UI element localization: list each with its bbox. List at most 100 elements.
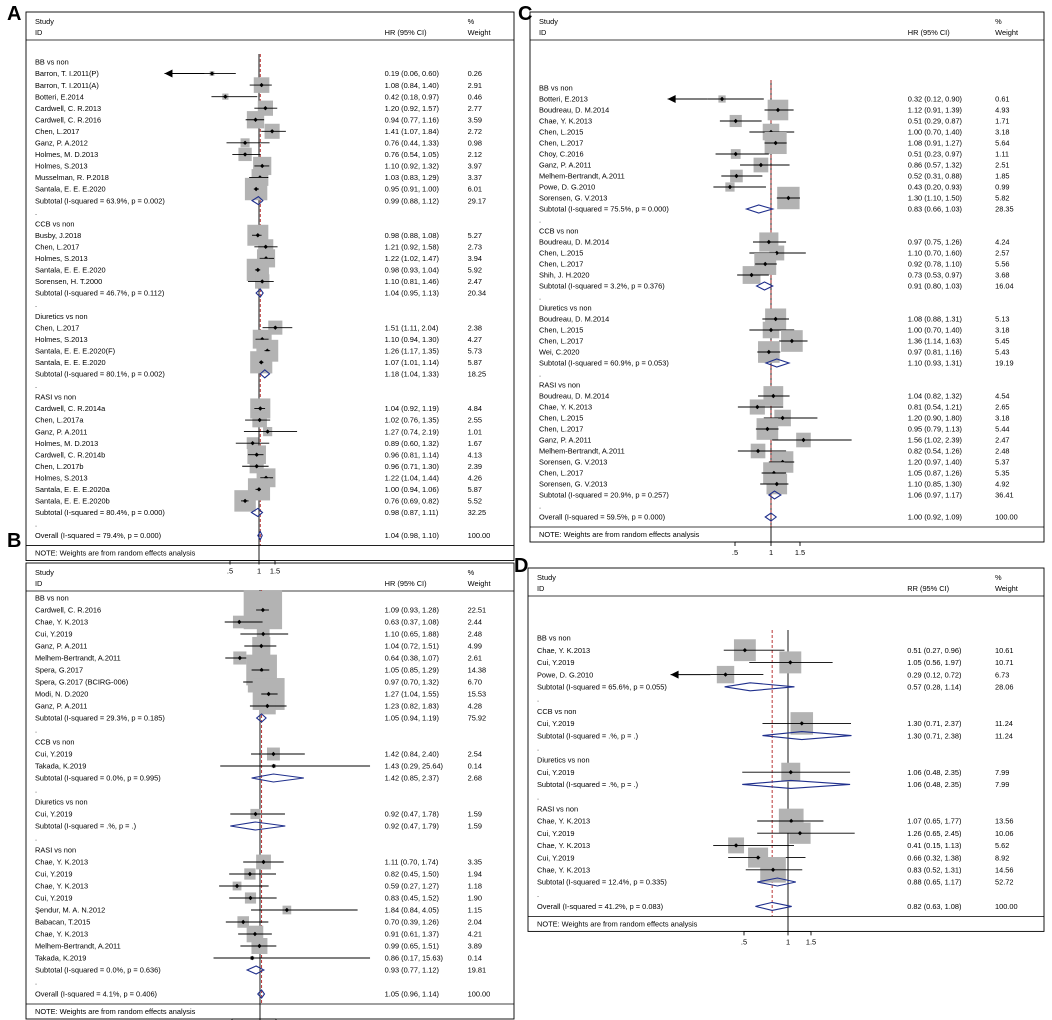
panel-a-study-effect: 0.98 (0.88, 1.08) [385,231,439,240]
panel-a-study-label: Cardwell, C. R.2013 [35,104,101,113]
panel-d-study-label: Cui, Y.2019 [537,853,575,862]
panel-b-point-estimate [271,751,276,757]
panel-d-ci-arrow-head [670,670,679,679]
panel-d-study-label: Cui, Y.2019 [537,768,575,777]
panel-d-header-weight: Weight [995,584,1018,593]
panel-d-spacer-dot: . [537,695,539,704]
panel-a-study-effect: 1.22 (1.04, 1.44) [385,473,439,482]
panel-b-study-label: Melhem-Bertrandt, A.2011 [35,942,121,951]
panel-d-study-weight: 10.71 [995,658,1014,667]
panel-b-study-weight: 2.54 [468,750,482,759]
panel-a-study-label: Santala, E. E. E.2020 [35,358,106,367]
panel-d-point-estimate [789,818,794,824]
panel-b-study-weight: 2.04 [468,918,482,927]
panel-c-study-weight: 2.51 [995,161,1009,170]
panel-b-point-estimate [261,631,266,637]
panel-c-point-estimate [775,107,781,113]
panel-c-study-weight: 5.44 [995,425,1009,434]
panel-a-subtotal-effect: 0.99 (0.88, 1.12) [385,196,439,205]
panel-a-point-estimate [273,325,278,330]
panel-d-spacer-dot: . [537,743,539,752]
panel-d-subtotal-label: Subtotal (I-squared = 65.6%, p = 0.055) [537,682,667,691]
panel-b-point-estimate [259,643,264,649]
panel-c-study-weight: 3.18 [995,414,1009,423]
panel-c-study-effect: 1.08 (0.91, 1.27) [908,139,962,148]
panel-a-point-estimate [260,163,265,169]
panel-c-study-label: Boudreau, D. M.2014 [539,238,609,247]
panel-d-study-weight: 10.61 [995,646,1014,655]
panel-c-study-effect: 1.04 (0.82, 1.32) [908,392,962,401]
panel-a-study-label: Sorensen, H. T.2000 [35,277,102,286]
panel-b-study-label: Takada, K.2019 [35,954,86,963]
panel-a-point-estimate [250,440,255,446]
panel-c-subtotal-weight: 16.04 [995,282,1014,291]
panel-d-study-weight: 10.06 [995,829,1014,838]
panel-a-study-label: Cardwell, C. R.2016 [35,115,101,124]
panel-c-study-effect: 0.97 (0.75, 1.26) [908,238,962,247]
panel-a-study-weight: 2.38 [468,323,482,332]
panel-c-study-weight: 4.24 [995,238,1009,247]
panel-c-study-label: Chae, Y. K.2013 [539,403,592,412]
panel-c-group-label: BB vs non [539,84,573,93]
panel-b-point-estimate [260,607,266,613]
panel-c-study-effect: 1.10 (0.70, 1.60) [908,249,962,258]
panel-c-study-effect: 1.00 (0.70, 1.40) [908,326,962,335]
panel-b-point-estimate [271,763,276,769]
panel-c-study-effect: 1.56 (1.02, 2.39) [908,436,962,445]
panel-d-subtotal-effect: 0.88 (0.65, 1.17) [907,878,961,887]
panel-a-study-weight: 4.84 [468,404,482,413]
panel-d-study-effect: 0.41 (0.15, 1.13) [907,841,961,850]
panel-c-study-weight: 0.61 [995,95,1009,104]
panel-c-point-estimate [773,316,778,322]
panel-d-header-weight-pct: % [995,573,1002,582]
panel-c-overall-effect: 1.00 (0.92, 1.09) [908,513,962,522]
panel-b-study-effect: 1.09 (0.93, 1.28) [385,606,439,615]
panel-d-subtotal-label: Subtotal (I-squared = .%, p = .) [537,731,638,740]
panel-b-study-effect: 1.10 (0.65, 1.88) [385,630,439,639]
panel-a-study-weight: 5.87 [468,358,482,367]
panel-a-point-estimate [257,417,262,423]
panel-a-point-estimate [255,233,261,238]
panel-b-study-effect: 0.82 (0.45, 1.50) [385,870,439,879]
panel-c-axis-tick-label: 1.5 [795,548,805,557]
panel-a-overall-weight: 100.00 [468,531,491,540]
panel-a-study-weight: 3.97 [468,162,482,171]
panel-b-study-label: Chae, Y. K.2013 [35,858,88,867]
panel-a-point-estimate [259,360,264,365]
panel-c-study-label: Botteri, E.2013 [539,95,588,104]
panel-c-study-weight: 0.99 [995,183,1009,192]
panel-a-study-weight: 5.52 [468,497,482,506]
panel-a-study-label: Santala, E. E. E.2020 [35,185,106,194]
panel-a-study-weight: 3.94 [468,254,482,263]
panel-b-study-effect: 1.84 (0.84, 4.05) [385,906,439,915]
panel-b-study-weight: 4.28 [468,702,482,711]
panel-b-point-estimate [249,955,255,961]
panel-c-subtotal-diamond [767,490,782,500]
panel-a-study-effect: 1.51 (1.11, 2.04) [385,323,439,332]
panel-c-study-effect: 1.08 (0.88, 1.31) [908,315,962,324]
panel-a-subtotal-diamond [259,369,271,379]
panel-a-study-effect: 1.10 (0.81, 1.46) [385,277,439,286]
panel-d-subtotal-effect: 0.57 (0.28, 1.14) [907,682,961,691]
panel-c-study-weight: 5.56 [995,260,1009,269]
panel-c-point-estimate [774,250,779,256]
panel-a-study-weight: 5.73 [468,346,482,355]
panel-c-study-weight: 5.64 [995,139,1009,148]
panel-a-study-effect: 1.26 (1.17, 1.35) [385,346,439,355]
panel-c-spacer-dot: . [539,370,541,379]
panel-a-spacer-dot: . [35,520,37,529]
panel-a-point-estimate [253,117,258,122]
panel-c-study-label: Chen, L.2015 [539,326,583,335]
panel-d-header-study: Study [537,573,556,582]
panel-b-subtotal-label: Subtotal (I-squared = .%, p = .) [35,822,136,831]
panel-b-point-estimate [234,883,240,889]
panel-a-study-label: Holmes, S.2013 [35,162,88,171]
panel-d-study-effect: 0.29 (0.12, 0.72) [907,670,961,679]
panel-b-point-estimate [237,619,242,625]
panel-b-study-effect: 1.11 (0.70, 1.74) [385,858,439,867]
panel-a-study-weight: 0.26 [468,69,482,78]
panel-c-study-label: Chae, Y. K.2013 [539,117,592,126]
panel-b-study-effect: 1.42 (0.84, 2.40) [385,750,439,759]
panel-c-study-effect: 1.00 (0.70, 1.40) [908,128,962,137]
